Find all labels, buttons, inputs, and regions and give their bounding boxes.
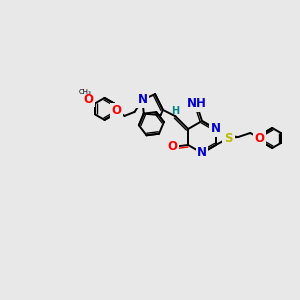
Text: O: O: [254, 131, 264, 145]
Text: O: O: [83, 93, 93, 106]
Text: N: N: [137, 93, 148, 106]
Text: NH: NH: [187, 98, 206, 110]
Text: N: N: [197, 146, 207, 160]
Text: N: N: [224, 130, 233, 142]
Text: O: O: [167, 140, 177, 154]
Text: S: S: [224, 131, 233, 145]
Text: O: O: [112, 104, 122, 117]
Text: CH₃: CH₃: [79, 89, 92, 95]
Text: H: H: [171, 106, 179, 116]
Text: N: N: [211, 122, 221, 136]
